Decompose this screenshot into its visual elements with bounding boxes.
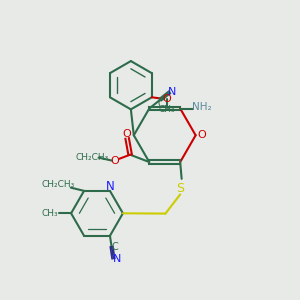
Text: O: O (197, 130, 206, 140)
Text: CH₂CH₃: CH₂CH₃ (41, 181, 75, 190)
Text: S: S (176, 182, 184, 195)
Text: N: N (113, 254, 121, 264)
Text: N: N (106, 180, 115, 193)
Text: CH₃: CH₃ (159, 105, 176, 114)
Text: O: O (163, 94, 172, 104)
Text: O: O (110, 156, 119, 166)
Text: O: O (123, 129, 132, 139)
Text: CH₂CH₃: CH₂CH₃ (75, 152, 109, 161)
Text: N: N (168, 87, 176, 97)
Text: C: C (112, 242, 119, 252)
Text: C: C (158, 98, 164, 109)
Text: NH₂: NH₂ (192, 102, 211, 112)
Text: CH₃: CH₃ (41, 209, 58, 218)
